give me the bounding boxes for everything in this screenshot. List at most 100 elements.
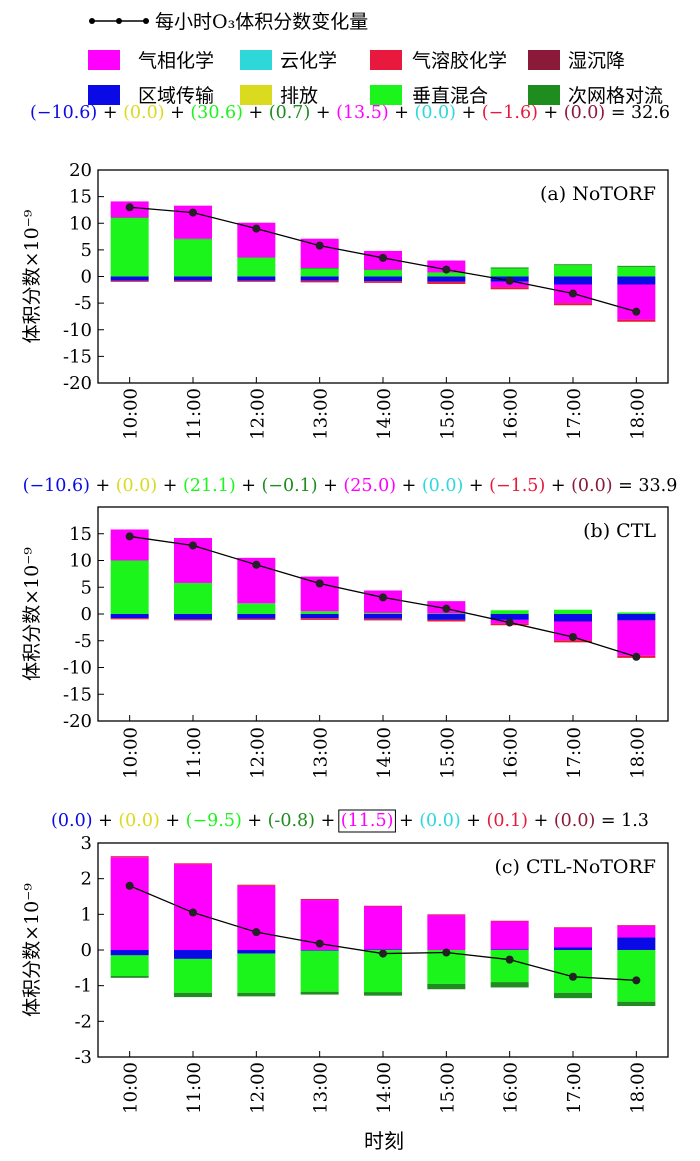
bar-segment-adv [617,276,656,285]
bar-segment-adv [364,276,402,282]
y-tick-label: 0 [81,267,92,288]
bar-segment-aero [617,319,656,322]
line-point [569,633,577,642]
line-point [315,939,324,948]
bar-segment-aero [110,618,149,620]
bar-segment-dry [110,976,149,978]
bar-segment-adv [300,276,339,281]
legend-line-marker [89,18,95,24]
bar-segment-aero [427,914,466,916]
bar-segment-aero [427,281,466,284]
legend-label-vmix: 垂直混合 [412,85,488,107]
bar-segment-adv [617,937,656,950]
equation-plus: + [463,476,489,496]
y-tick-label: -2 [74,1011,92,1032]
legend-line-entry: 每小时O₃体积分数变化量 [89,11,368,33]
bar-segment-adv [300,950,339,951]
line-point [505,276,514,285]
legend-item-aero: 气溶胶化学 [370,50,507,72]
equation-total: 1.3 [621,811,649,831]
bar-segment-adv [110,614,149,619]
bar-segment-adv [554,276,592,285]
equation-term: (0.0) [415,103,457,123]
bar-segment-vmix [554,265,592,277]
equation-term: (0.0) [564,103,606,123]
line-point [315,579,324,588]
legend-line-marker [143,18,149,24]
y-tick-label: -20 [63,373,92,394]
y-tick-label: 10 [69,551,92,572]
x-tick-label: 11:00 [184,388,205,440]
bar-segment-aero [490,287,529,290]
y-tick-label: 10 [69,213,92,234]
bar-segment-vmix [110,217,149,277]
bar-segment-aero [300,898,339,901]
bar-segment-adv [174,614,212,620]
y-tick-label: -20 [63,711,92,732]
x-tick-label: 12:00 [247,388,268,440]
bar-segment-vmix [300,611,339,614]
equation-term: (0.7) [269,103,311,123]
bar-segment-chem [237,885,276,950]
equation-term: (−1.6) [482,103,538,123]
equation-plus: + [236,476,262,496]
bar-segment-vmix [300,268,339,277]
y-axis-label: 体积分数×10⁻⁹ [21,547,43,681]
equation-term: (−9.5) [186,811,242,831]
bar-segment-vmix [554,950,592,993]
legend-label-adv: 区域传输 [138,85,214,107]
legend-line-label: 每小时O₃体积分数变化量 [155,11,368,33]
legend-item-emis: 排放 [240,85,318,107]
bar-segment-adv [490,614,529,620]
equation-plus: + [389,103,415,123]
bar-segment-vmix [237,603,276,614]
panel-2: (0.0) + (0.0) + (−9.5) + (-0.8) + (11.5)… [21,809,669,1114]
bar-segment-chem [617,620,656,656]
legend-label-wet: 湿沉降 [568,50,625,72]
line-point [442,265,451,274]
legend-swatch-adv [88,85,120,105]
bar-segment-chem [554,621,592,641]
legend-label-chem: 气相化学 [138,50,214,72]
legend-item-cloud: 云化学 [240,50,337,72]
equation-plus: + [545,476,571,496]
bar-segment-vmix [617,266,656,277]
x-tick-label: 14:00 [374,388,395,440]
line-point [252,224,261,233]
bar-segment-vmix [110,560,149,614]
bar-segment-aero [554,640,592,643]
bar-segment-vmix [617,950,656,1002]
equation-plus: + [160,811,186,831]
bar-segment-chem [364,906,402,950]
line-point [189,541,197,550]
bar-segment-aero [427,619,466,622]
y-tick-label: 3 [81,833,92,854]
bar-segment-dry [237,992,276,997]
bar-segment-aero [554,927,592,928]
legend-label-cloud: 云化学 [280,50,337,72]
equation-term: (13.5) [336,103,389,123]
bar-segment-chem [490,921,529,950]
panel-1: (−10.6) + (0.0) + (21.1) + (−0.1) + (25.… [21,476,677,779]
line-point [379,949,387,958]
line-point [569,972,577,981]
bar-segment-adv [237,614,276,619]
equation-equals: = [613,476,639,496]
bar-segment-adv [364,614,402,619]
x-tick-label: 12:00 [247,1062,268,1114]
bar-segment-aero [364,281,402,283]
y-tick-label: -15 [63,684,92,705]
bar-segment-aero [300,280,339,283]
bar-segment-adv [554,947,592,950]
equation-term: (−10.6) [30,103,97,123]
bar-segment-vmix [617,612,656,614]
panel-label: (b) CTL [583,520,656,542]
x-tick-label: 11:00 [184,727,205,779]
line-point [125,881,134,890]
equation-term: (11.5) [341,811,394,831]
x-tick-label: 14:00 [374,1062,395,1114]
line-point [505,955,514,964]
bars [110,856,656,1006]
bar-segment-aero [174,280,212,282]
equation-plus: + [461,811,487,831]
